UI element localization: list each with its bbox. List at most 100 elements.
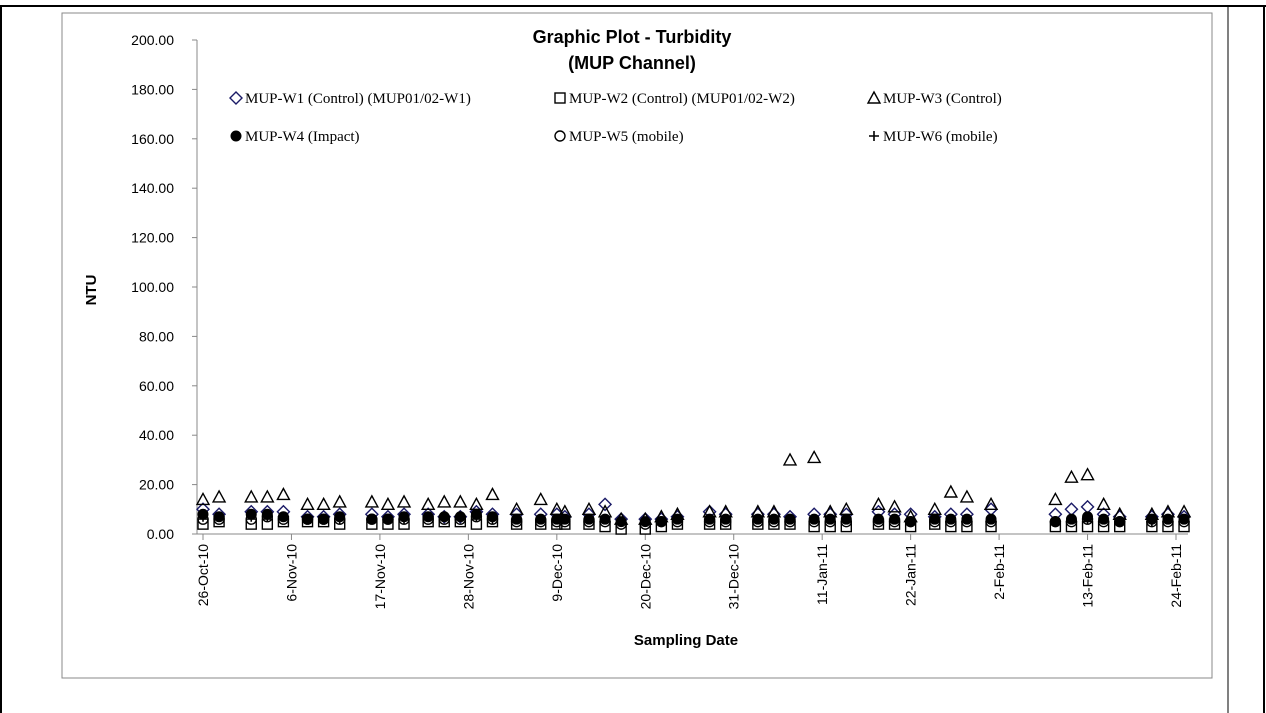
data-point-series-6 — [278, 511, 289, 522]
x-tick-label: 9-Dec-10 — [549, 544, 565, 602]
data-point-series-6 — [785, 514, 796, 525]
data-point-series-6 — [1162, 514, 1173, 525]
y-axis-label: NTU — [83, 275, 100, 306]
data-point-series-3 — [211, 489, 227, 503]
x-tick-label: 17-Nov-10 — [372, 544, 388, 610]
data-point-series-1 — [598, 497, 613, 512]
x-tick-label: 31-Dec-10 — [726, 544, 742, 610]
data-point-series-6 — [986, 514, 997, 525]
data-point-series-3 — [1096, 496, 1111, 511]
data-point-series-6 — [656, 516, 667, 527]
legend: MUP-W1 (Control) (MUP01/02-W1) MUP-W2 (Co… — [229, 90, 1002, 145]
legend-marker-4 — [230, 130, 242, 142]
x-tick-label: 22-Jan-11 — [903, 544, 919, 606]
data-point-series-6 — [214, 511, 225, 522]
legend-label-5: MUP-W5 (mobile) — [569, 129, 684, 145]
data-point-series-6 — [905, 516, 916, 527]
legend-marker-6 — [869, 131, 879, 141]
data-point-series-6 — [246, 511, 257, 522]
x-tick-label: 13-Feb-11 — [1080, 544, 1096, 608]
data-point-series-3 — [332, 494, 347, 508]
data-point-series-6 — [961, 514, 972, 525]
data-point-series-3 — [300, 496, 315, 511]
data-point-series-3 — [195, 491, 211, 506]
data-point-series-6 — [511, 514, 522, 525]
chart-area-border — [61, 12, 1213, 679]
data-point-series-6 — [583, 514, 594, 525]
data-point-series-6 — [1050, 516, 1061, 527]
data-point-series-6 — [1114, 516, 1125, 527]
data-point-series-6 — [382, 514, 393, 525]
data-point-series-6 — [366, 514, 377, 525]
data-point-series-6 — [471, 511, 482, 522]
legend-marker-3 — [866, 90, 882, 104]
data-point-series-6 — [873, 514, 884, 525]
data-point-series-6 — [704, 514, 715, 525]
data-point-series-6 — [768, 514, 779, 525]
data-point-series-3 — [380, 496, 396, 511]
data-point-series-6 — [399, 514, 410, 525]
data-point-series-6 — [1146, 516, 1157, 527]
data-point-series-3 — [244, 489, 259, 503]
data-point-series-3 — [260, 489, 275, 503]
data-point-series-3 — [1048, 491, 1063, 506]
x-tick-group: 26-Oct-10 6-Nov-10 17-Nov-10 28-Nov-10 9-Dec… — [195, 534, 1184, 609]
y-tick-group: 0.00 20.00 40.00 60.00 80.00 100.00 120.00 140.… — [131, 32, 197, 542]
legend-label-6: MUP-W6 (mobile) — [883, 129, 998, 145]
data-point-series-3 — [316, 496, 331, 511]
data-point-series-3 — [983, 496, 999, 511]
data-point-series-6 — [600, 514, 611, 525]
legend-marker-5 — [554, 130, 566, 142]
x-tick-label: 6-Nov-10 — [283, 544, 299, 602]
data-points — [195, 449, 1192, 535]
data-point-series-3 — [485, 487, 500, 501]
x-tick-label: 2-Feb-11 — [991, 544, 1007, 600]
data-point-series-6 — [672, 514, 683, 525]
x-axis-label: Sampling Date — [634, 632, 738, 649]
data-point-series-3 — [959, 489, 975, 503]
data-point-series-6 — [825, 514, 836, 525]
data-point-series-3 — [396, 494, 412, 508]
legend-label-3: MUP-W3 (Control) — [883, 91, 1002, 107]
data-point-series-6 — [640, 516, 651, 527]
data-point-series-6 — [752, 514, 763, 525]
data-point-series-6 — [1066, 514, 1077, 525]
data-point-series-6 — [302, 514, 313, 525]
y-tick-label: 120.00 — [131, 230, 174, 246]
data-point-series-6 — [1179, 514, 1190, 525]
data-point-series-3 — [782, 452, 798, 466]
legend-marker-1 — [229, 91, 243, 105]
data-point-series-6 — [487, 514, 498, 525]
data-point-series-6 — [929, 514, 940, 525]
data-point-series-6 — [1082, 514, 1093, 525]
x-tick-label: 11-Jan-11 — [814, 544, 830, 605]
data-point-series-6 — [945, 514, 956, 525]
chart-title: Graphic Plot - Turbidity — [533, 27, 732, 47]
data-point-series-6 — [809, 514, 820, 525]
y-tick-label: 140.00 — [131, 180, 174, 196]
data-point-series-3 — [1064, 469, 1079, 483]
y-tick-label: 80.00 — [139, 328, 174, 344]
y-tick-label: 40.00 — [139, 427, 174, 443]
data-point-series-6 — [1098, 514, 1109, 525]
data-point-series-6 — [318, 514, 329, 525]
data-point-series-6 — [334, 514, 345, 525]
legend-label-1: MUP-W1 (Control) (MUP01/02-W1) — [245, 91, 471, 107]
legend-marker-2 — [554, 92, 566, 104]
data-point-series-6 — [535, 514, 546, 525]
data-point-series-3 — [453, 494, 468, 508]
data-point-series-6 — [439, 511, 450, 522]
data-point-series-6 — [455, 511, 466, 522]
x-tick-label: 24-Feb-11 — [1168, 544, 1184, 608]
data-point-series-3 — [364, 494, 380, 508]
data-point-series-6 — [616, 516, 627, 527]
data-point-series-3 — [276, 487, 291, 501]
y-tick-label: 0.00 — [147, 526, 174, 542]
data-point-series-6 — [262, 511, 273, 522]
data-point-series-3 — [420, 496, 436, 511]
data-point-series-6 — [198, 511, 208, 522]
data-point-series-3 — [437, 494, 452, 508]
data-point-series-6 — [559, 514, 570, 525]
legend-label-2: MUP-W2 (Control) (MUP01/02-W2) — [569, 91, 795, 107]
